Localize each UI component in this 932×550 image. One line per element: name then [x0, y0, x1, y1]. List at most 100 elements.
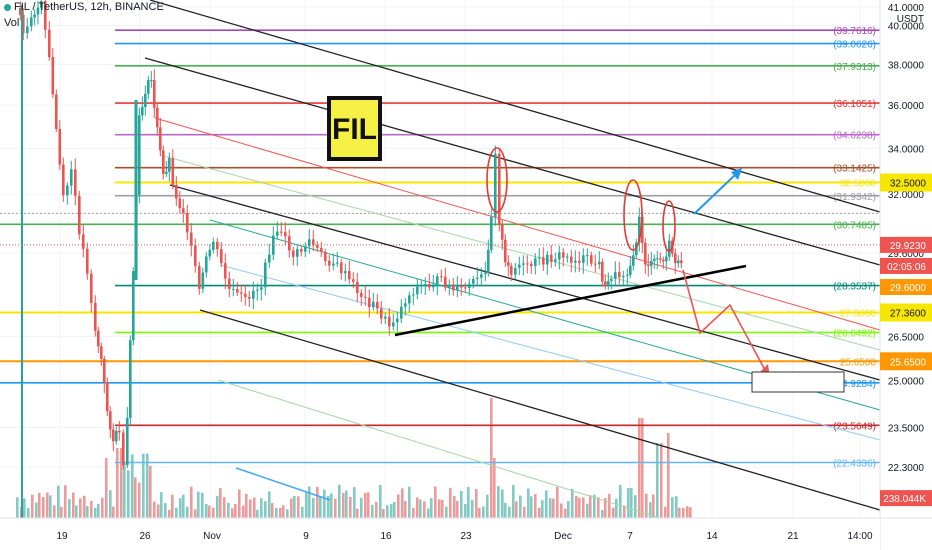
candle-body: [618, 272, 621, 278]
volume-bar: [101, 497, 104, 518]
volume-bar: [245, 493, 248, 518]
volume-bar: [438, 499, 441, 518]
volume-bar: [401, 488, 404, 518]
volume-bar: [382, 509, 385, 518]
volume-bar: [105, 458, 108, 518]
volume-bar: [31, 494, 34, 518]
volume-bar: [97, 503, 100, 518]
candle-body: [578, 260, 581, 263]
down-arrow-path: [682, 269, 766, 371]
candle-body: [550, 254, 553, 262]
volume-bar: [186, 506, 189, 518]
volume-bar: [486, 494, 489, 518]
candle-body: [228, 278, 231, 290]
candle-body: [420, 284, 423, 287]
volume-bar: [138, 482, 141, 518]
candle-body: [159, 127, 162, 151]
volume-bar: [94, 507, 97, 518]
candle-body: [324, 251, 327, 261]
level-label: (28.3537): [833, 282, 876, 293]
level-label: 25.6500: [840, 357, 877, 368]
candle-body: [522, 263, 525, 265]
candle-body: [490, 217, 493, 250]
volume-bar: [578, 497, 581, 518]
volume-bar: [404, 501, 407, 518]
candle-body: [487, 249, 490, 273]
level-label: (33.1425): [833, 164, 876, 175]
support-trend-line: [394, 264, 747, 337]
candle-body: [201, 272, 205, 289]
volume-bar: [127, 470, 130, 518]
candle-body: [601, 261, 604, 282]
volume-bar: [35, 502, 38, 518]
candle-body: [586, 255, 589, 257]
x-tick-label: 14: [706, 531, 718, 542]
x-tick-label: Dec: [554, 531, 572, 542]
candle-body: [641, 216, 644, 243]
volume-bar: [386, 505, 389, 518]
y-tick-labels: 41.0000 40.0000 38.0000 36.0000 34.0000 32.00…: [888, 3, 925, 474]
candle-body: [607, 280, 610, 287]
candle-body: [665, 256, 668, 262]
annotations: FIL: [327, 96, 845, 393]
candle-body: [404, 303, 407, 307]
price-tag-bg: [880, 257, 932, 274]
candle-body: [162, 150, 165, 174]
volume-bar: [157, 504, 160, 518]
volume-bar: [623, 505, 626, 518]
up-arrow-head: [731, 168, 742, 180]
candle-body: [647, 264, 650, 266]
candle-body: [494, 153, 497, 218]
volume-bar: [504, 502, 507, 518]
volume-bar: [545, 490, 548, 518]
symbol-title[interactable]: FIL / TetherUS, 12h, BINANCE: [14, 1, 164, 13]
price-tag-label: 238.044K: [883, 494, 926, 505]
volume-bar: [319, 497, 322, 518]
volume-bar: [593, 494, 596, 518]
volume-bar: [205, 504, 208, 518]
volume-bar: [279, 507, 282, 518]
candle-body: [510, 265, 513, 275]
candle-body: [526, 263, 529, 265]
candle-body: [542, 257, 545, 265]
volume-bar: [630, 487, 633, 518]
x-tick-label: 14:00: [847, 531, 872, 542]
volume-bar: [660, 443, 663, 518]
candle-body: [30, 17, 33, 27]
y-tick-label: 22.3000: [888, 463, 925, 474]
horizontal-levels: (42.1540)(39.7616)(39.0626)(37.9313)(36.…: [0, 26, 880, 469]
volume-bar: [686, 506, 689, 518]
level-label: (30.7485): [833, 220, 876, 231]
median-red-line: [154, 117, 881, 331]
candle-body: [26, 26, 29, 34]
candle-body: [464, 287, 467, 289]
volume-bar: [234, 504, 237, 518]
candle-body: [236, 288, 239, 293]
volume-bar: [349, 496, 352, 518]
volume-bar: [589, 495, 592, 518]
volume-bar: [627, 488, 630, 518]
volume-bar: [179, 498, 182, 518]
volume-bar: [16, 497, 19, 518]
volume-bar: [120, 448, 123, 518]
candle-body: [504, 239, 507, 263]
lower-blue-line: [235, 467, 331, 501]
volume-bar: [190, 486, 193, 518]
volume-bar: [582, 497, 585, 518]
volume-bar: [182, 494, 185, 518]
x-tick-label: 9: [303, 531, 309, 542]
candle-body: [112, 429, 115, 442]
volume-bar: [312, 498, 315, 518]
candle-body: [190, 232, 193, 246]
candle-body: [677, 260, 680, 264]
candle-body: [66, 185, 69, 196]
volume-bar: [90, 500, 93, 518]
x-tick-label: Nov: [203, 531, 221, 542]
volume-bar: [538, 507, 541, 518]
volume-bar: [334, 498, 337, 518]
candle-body: [48, 29, 51, 58]
volume-bar: [645, 493, 648, 518]
y-tick-label: 32.0000: [888, 190, 925, 201]
candle-body: [312, 239, 315, 246]
